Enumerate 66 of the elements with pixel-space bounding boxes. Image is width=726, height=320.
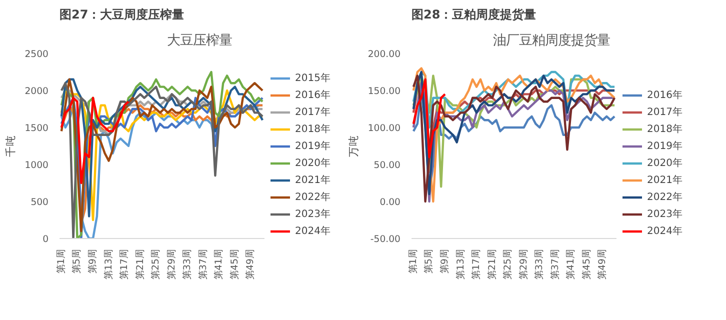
x-tick-label: 第41周 xyxy=(214,249,225,280)
x-tick-label: 第49周 xyxy=(597,249,608,280)
x-tick-label: 第9周 xyxy=(88,249,99,274)
legend-label: 2022年 xyxy=(647,191,682,204)
legend-label: 2019年 xyxy=(295,140,330,153)
x-tick-label: 第5周 xyxy=(424,249,435,274)
legend-label: 2017年 xyxy=(295,106,330,119)
y-axis-title: 万吨 xyxy=(346,135,360,157)
legend-label: 2023年 xyxy=(647,208,682,221)
legend-label: 2020年 xyxy=(647,157,682,170)
x-tick-label: 第9周 xyxy=(440,249,451,274)
x-tick-label: 第37周 xyxy=(198,249,209,280)
x-tick-label: 第25周 xyxy=(150,249,162,280)
x-tick-label: 第25周 xyxy=(502,249,514,280)
x-tick-label: 第29周 xyxy=(518,249,530,280)
legend-label: 2024年 xyxy=(295,225,330,238)
x-tick-label: 第21周 xyxy=(486,249,498,280)
x-tick-label: 第1周 xyxy=(408,249,419,274)
y-tick-label: 200.00 xyxy=(368,49,401,60)
chart-subtitle: 大豆压榨量 xyxy=(167,34,232,48)
x-tick-label: 第45周 xyxy=(581,249,592,280)
y-tick-label: 0.00 xyxy=(380,197,401,208)
x-tick-label: 第29周 xyxy=(166,249,178,280)
x-tick-label: 第13周 xyxy=(103,249,114,280)
x-tick-label: 第13周 xyxy=(455,249,466,280)
legend-label: 2016年 xyxy=(295,89,330,102)
y-tick-label: 500 xyxy=(30,197,49,208)
x-tick-label: 第1周 xyxy=(56,249,67,274)
y-tick-label: 50.00 xyxy=(374,160,401,171)
y-tick-label: 2500 xyxy=(24,49,49,60)
x-tick-label: 第37周 xyxy=(550,249,561,280)
chart-title: 图27：大豆周度压榨量 xyxy=(60,8,184,22)
x-tick-label: 第41周 xyxy=(566,249,577,280)
x-tick-label: 第33周 xyxy=(182,249,194,280)
x-tick-label: 第5周 xyxy=(72,249,83,274)
legend-label: 2022年 xyxy=(295,191,330,204)
y-tick-label: 150.00 xyxy=(368,86,401,97)
legend-label: 2020年 xyxy=(295,157,330,170)
legend-label: 2021年 xyxy=(295,174,330,187)
y-tick-label: 2000 xyxy=(24,86,49,97)
y-tick-label: 1000 xyxy=(24,160,49,171)
x-tick-label: 第17周 xyxy=(119,249,130,280)
y-tick-label: -50.00 xyxy=(370,234,401,245)
x-tick-label: 第21周 xyxy=(134,249,146,280)
y-axis-title: 千吨 xyxy=(4,135,17,157)
y-tick-label: 100.00 xyxy=(368,123,401,134)
line-series xyxy=(412,70,616,129)
line-series xyxy=(412,78,446,158)
legend-label: 2015年 xyxy=(295,72,330,85)
legend-label: 2023年 xyxy=(295,208,330,221)
legend-label: 2016年 xyxy=(647,89,682,102)
legend-label: 2018年 xyxy=(295,123,330,136)
x-tick-label: 第17周 xyxy=(471,249,482,280)
chart-subtitle: 油厂豆粕周度提货量 xyxy=(493,32,610,48)
x-tick-label: 第49周 xyxy=(245,249,256,280)
legend-label: 2021年 xyxy=(647,174,682,187)
y-tick-label: 0 xyxy=(42,234,49,245)
chart-title: 图28：豆粕周度提货量 xyxy=(412,8,536,22)
line-series xyxy=(60,96,130,184)
legend-label: 2024年 xyxy=(647,225,682,238)
legend-label: 2017年 xyxy=(647,106,682,119)
legend-label: 2018年 xyxy=(647,123,682,136)
legend-label: 2019年 xyxy=(647,140,682,153)
x-tick-label: 第45周 xyxy=(229,249,240,280)
y-tick-label: 1500 xyxy=(24,123,49,134)
x-tick-label: 第33周 xyxy=(534,249,546,280)
